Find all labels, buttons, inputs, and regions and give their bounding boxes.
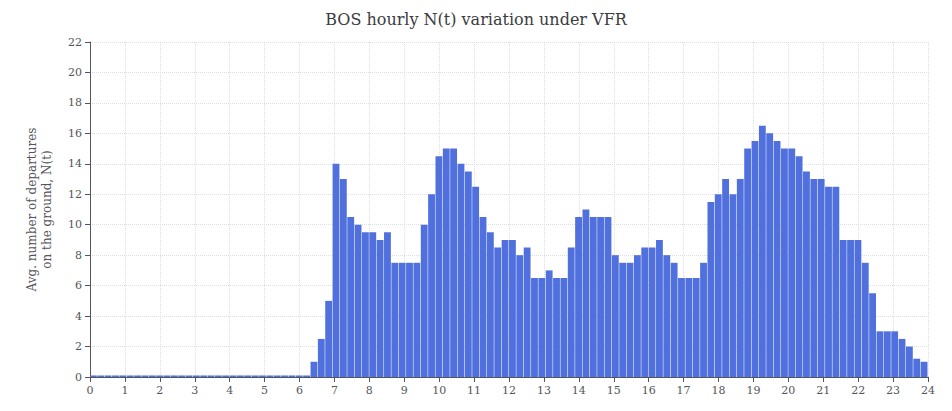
svg-text:7: 7 <box>331 384 338 397</box>
svg-text:18: 18 <box>68 96 82 109</box>
svg-text:10: 10 <box>432 384 446 397</box>
svg-text:8: 8 <box>75 249 82 262</box>
svg-text:1: 1 <box>121 384 128 397</box>
svg-text:24: 24 <box>921 384 935 397</box>
svg-text:16: 16 <box>642 384 656 397</box>
svg-text:22: 22 <box>68 36 82 49</box>
svg-text:17: 17 <box>677 384 691 397</box>
svg-text:12: 12 <box>502 384 516 397</box>
svg-text:16: 16 <box>68 127 82 140</box>
svg-text:on the ground, N(t): on the ground, N(t) <box>40 150 54 268</box>
svg-text:19: 19 <box>746 384 760 397</box>
svg-text:BOS hourly N(t) variation unde: BOS hourly N(t) variation under VFR <box>325 10 628 29</box>
svg-text:6: 6 <box>75 279 82 292</box>
svg-text:2: 2 <box>75 340 82 353</box>
svg-text:18: 18 <box>712 384 726 397</box>
svg-text:4: 4 <box>75 310 82 323</box>
svg-text:14: 14 <box>68 157 82 170</box>
svg-text:21: 21 <box>816 384 830 397</box>
svg-text:23: 23 <box>886 384 900 397</box>
svg-text:20: 20 <box>68 66 82 79</box>
svg-text:5: 5 <box>261 384 268 397</box>
svg-text:10: 10 <box>68 218 82 231</box>
svg-text:8: 8 <box>366 384 373 397</box>
svg-text:2: 2 <box>156 384 163 397</box>
svg-text:6: 6 <box>296 384 303 397</box>
svg-text:20: 20 <box>781 384 795 397</box>
svg-text:Avg. number of departures: Avg. number of departures <box>25 128 39 293</box>
svg-text:13: 13 <box>537 384 551 397</box>
svg-text:12: 12 <box>68 188 82 201</box>
svg-text:22: 22 <box>851 384 865 397</box>
svg-text:14: 14 <box>572 384 586 397</box>
svg-text:11: 11 <box>467 384 481 397</box>
svg-text:0: 0 <box>75 371 82 384</box>
svg-text:3: 3 <box>191 384 198 397</box>
svg-text:15: 15 <box>607 384 621 397</box>
svg-text:4: 4 <box>226 384 233 397</box>
svg-text:0: 0 <box>87 384 94 397</box>
svg-text:9: 9 <box>401 384 408 397</box>
